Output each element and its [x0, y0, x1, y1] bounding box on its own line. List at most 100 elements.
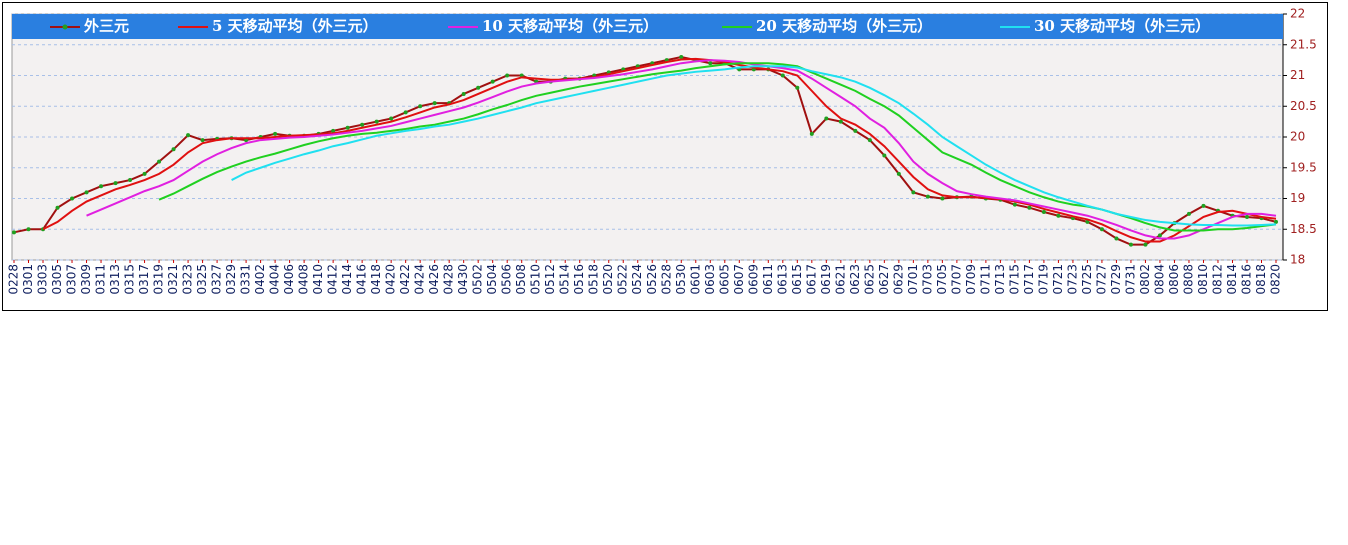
x-tick-label: 0309 — [79, 264, 93, 295]
data-point — [461, 91, 466, 96]
data-point — [1114, 236, 1119, 241]
x-tick-label: 0408 — [297, 264, 311, 295]
legend-label: 10 天移动平均（外三元） — [482, 17, 658, 35]
data-point — [84, 190, 89, 195]
data-point — [1128, 242, 1133, 247]
x-tick-label: 0329 — [224, 264, 238, 295]
x-tick-label: 0524 — [630, 264, 644, 295]
x-tick-label: 0818 — [1254, 264, 1268, 295]
data-point — [1085, 219, 1090, 224]
x-tick-label: 0422 — [398, 264, 412, 295]
x-tick-label: 0228 — [7, 264, 21, 295]
legend-label: 30 天移动平均（外三元） — [1034, 17, 1210, 35]
x-tick-label: 0426 — [427, 264, 441, 295]
legend-label: 20 天移动平均（外三元） — [756, 17, 932, 35]
x-tick-label: 0717 — [1022, 264, 1036, 295]
x-tick-label: 0414 — [340, 264, 354, 295]
data-point — [1157, 233, 1162, 238]
x-tick-label: 0615 — [790, 264, 804, 295]
data-point — [26, 227, 31, 232]
data-point — [809, 131, 814, 136]
x-tick-label: 0315 — [123, 264, 137, 295]
data-point — [1041, 210, 1046, 215]
data-point — [360, 122, 365, 127]
data-point — [142, 171, 147, 176]
x-tick-label: 0420 — [384, 264, 398, 295]
x-tick-label: 0303 — [36, 264, 50, 295]
x-tick-label: 0406 — [282, 264, 296, 295]
x-tick-label: 0522 — [616, 264, 630, 295]
x-tick-label: 0528 — [659, 264, 673, 295]
data-point — [432, 101, 437, 106]
x-tick-label: 0402 — [253, 264, 267, 295]
x-tick-label: 0520 — [601, 264, 615, 295]
x-tick-label: 0514 — [558, 264, 572, 295]
x-tick-label: 0321 — [166, 264, 180, 295]
data-point — [1099, 227, 1104, 232]
data-point — [70, 196, 75, 201]
x-tick-label: 0820 — [1269, 264, 1283, 295]
y-tick-label: 21 — [1290, 68, 1305, 82]
data-point — [55, 205, 60, 210]
data-point — [838, 119, 843, 124]
data-point — [1143, 242, 1148, 247]
x-tick-label: 0530 — [674, 264, 688, 295]
legend-label: 外三元 — [83, 17, 129, 35]
x-tick-label: 0711 — [978, 264, 992, 295]
y-tick-label: 21.5 — [1290, 37, 1317, 51]
x-tick-label: 0804 — [1152, 264, 1166, 295]
x-tick-label: 0311 — [94, 264, 108, 295]
x-tick-label: 0619 — [819, 264, 833, 295]
y-tick-label: 18.5 — [1290, 222, 1317, 236]
x-tick-label: 0313 — [108, 264, 122, 295]
x-tick-label: 0806 — [1167, 264, 1181, 295]
y-tick-label: 20 — [1290, 130, 1305, 144]
x-tick-label: 0424 — [413, 264, 427, 295]
data-point — [1201, 203, 1206, 208]
x-tick-label: 0814 — [1225, 264, 1239, 295]
data-point — [853, 128, 858, 133]
x-tick-label: 0731 — [1123, 264, 1137, 295]
x-tick-label: 0701 — [906, 264, 920, 295]
data-point — [911, 190, 916, 195]
x-tick-label: 0510 — [529, 264, 543, 295]
x-tick-label: 0404 — [268, 264, 282, 295]
series-line — [42, 57, 1277, 243]
x-tick-label: 0703 — [920, 264, 934, 295]
x-tick-label: 0725 — [1080, 264, 1094, 295]
x-tick-label: 0812 — [1210, 264, 1224, 295]
x-tick-label: 0723 — [1065, 264, 1079, 295]
data-point — [1186, 211, 1191, 216]
x-tick-label: 0331 — [239, 264, 253, 295]
data-point — [273, 131, 278, 136]
x-tick-label: 0416 — [355, 264, 369, 295]
x-tick-label: 0623 — [848, 264, 862, 295]
x-tick-label: 0601 — [688, 264, 702, 295]
legend-marker — [62, 24, 68, 30]
x-tick-label: 0607 — [732, 264, 746, 295]
x-tick-label: 0808 — [1181, 264, 1195, 295]
y-tick-label: 22 — [1290, 7, 1305, 21]
x-tick-label: 0518 — [587, 264, 601, 295]
data-point — [795, 85, 800, 90]
x-tick-label: 0526 — [645, 264, 659, 295]
data-point — [476, 85, 481, 90]
x-tick-label: 0627 — [877, 264, 891, 295]
x-tick-label: 0418 — [369, 264, 383, 295]
data-point — [505, 73, 510, 78]
series-line — [231, 65, 1277, 227]
x-tick-label: 0516 — [572, 264, 586, 295]
x-tick-label: 0603 — [703, 264, 717, 295]
x-tick-label: 0611 — [761, 264, 775, 295]
x-tick-label: 0323 — [181, 264, 195, 295]
data-point — [824, 116, 829, 121]
x-tick-label: 0705 — [935, 264, 949, 295]
data-point — [403, 110, 408, 115]
data-point — [113, 181, 118, 186]
y-tick-label: 20.5 — [1290, 99, 1317, 113]
data-point — [331, 128, 336, 133]
x-tick-label: 0617 — [804, 264, 818, 295]
y-tick-label: 19.5 — [1290, 160, 1317, 174]
x-tick-label: 0609 — [746, 264, 760, 295]
